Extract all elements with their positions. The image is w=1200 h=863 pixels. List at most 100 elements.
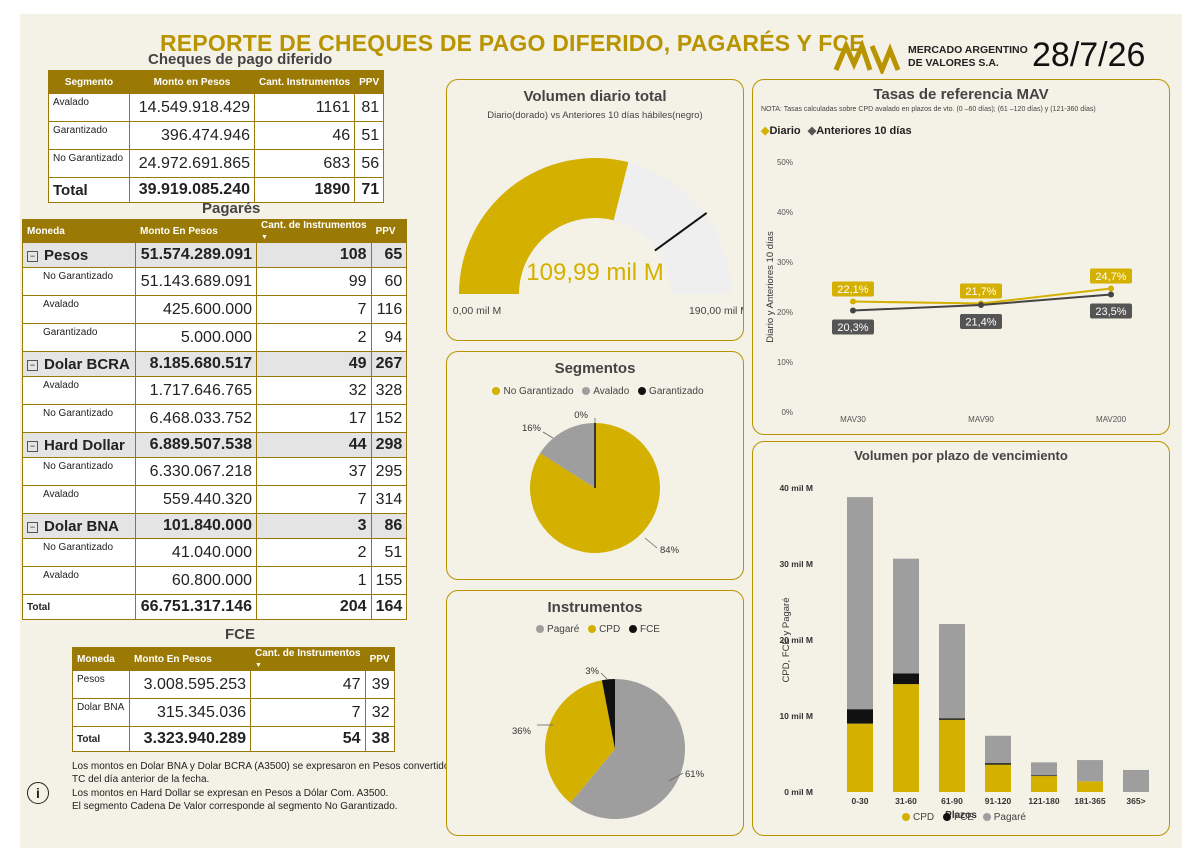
count-cell: 44 [256,432,372,458]
collapse-icon[interactable]: − [27,521,38,533]
count-cell: 108 [256,242,372,268]
count-cell: 47 [250,670,366,699]
count-cell: 99 [256,267,372,296]
table-row: Avalado 1.717.646.765 32 328 [22,376,408,405]
table-row: Garantizado 396.474.946 46 51 [48,121,385,150]
col-header: Moneda [72,647,130,671]
collapse-icon[interactable]: − [27,250,38,262]
row-label: No Garantizado [22,267,136,296]
ppv-cell: 38 [364,726,395,752]
cheques-title: Cheques de pago diferido [148,51,333,68]
x-tick-label: 365> [1126,796,1145,806]
legend-dot-icon [588,625,597,633]
data-point [850,307,856,314]
legend-dot-icon [902,813,911,821]
count-cell: 1161 [253,93,356,122]
bar-segment [1031,776,1057,792]
collapse-icon[interactable]: − [27,359,38,371]
ppv-cell: 267 [370,351,408,377]
amount-cell: 3.323.940.289 [129,726,251,752]
table-row: No Garantizado 41.040.000 2 51 [22,538,408,567]
col-header: Segmento [48,70,130,94]
group-row[interactable]: − Hard Dollar 6.889.507.538 44 298 [22,432,408,458]
col-header[interactable]: Cant. de Instrumentos ▼ [256,219,372,243]
legend-dot-icon [492,387,501,395]
count-cell: 2 [256,323,372,352]
col-header[interactable]: Cant. de Instrumentos ▼ [250,647,366,671]
report-date: 28/7/26 [1032,36,1146,74]
row-label: No Garantizado [22,404,136,433]
pie-slice [570,679,685,819]
row-label: Total [48,177,130,203]
legend-label: CPD [599,624,621,635]
fce-title: FCE [225,626,255,643]
leader-line [600,672,608,680]
segments-title: Segmentos [554,360,636,377]
amount-cell: 60.800.000 [135,566,257,595]
logo-text: MERCADO ARGENTINO DE VALORES S.A. [908,44,1028,70]
count-cell: 7 [256,295,372,324]
data-label-box [960,283,1002,299]
cheques-table: Segmento Monto en Pesos Cant. Instrument… [48,70,385,203]
legend-label: CPD [913,812,935,823]
ppv-cell: 152 [370,404,408,433]
report-title: REPORTE DE CHEQUES DE PAGO DIFERIDO, PAG… [160,30,865,56]
amount-cell: 6.468.033.752 [135,404,257,433]
row-label: Avalado [48,93,130,122]
ppv-cell: 32 [364,698,395,727]
ppv-cell: 39 [364,670,395,699]
total-row: Total 3.323.940.289 54 38 [72,726,395,752]
total-row: Total 39.919.085.240 1890 71 [48,177,385,203]
row-label: Avalado [22,376,136,405]
ppv-cell: 65 [370,242,408,268]
slice-label: 3% [585,666,599,677]
row-label: No Garantizado [22,457,136,486]
legend-label: Diario [769,125,801,137]
ppv-cell: 94 [370,323,408,352]
legend-label: Anteriores 10 días [816,125,912,137]
group-row[interactable]: − Dolar BCRA 8.185.680.517 49 267 [22,351,408,377]
gauge-target-marker [654,212,708,252]
table-row: No Garantizado 51.143.689.091 99 60 [22,267,408,296]
row-label: Garantizado [48,121,130,150]
note-line: El segmento Cadena De Valor corresponde … [72,801,398,812]
table-row: Avalado 60.800.000 1 155 [22,566,408,595]
ppv-cell: 51 [354,121,385,150]
amount-cell: 24.972.691.865 [129,149,255,178]
data-label-box [832,319,874,335]
x-tick-label: MAV200 [1096,415,1127,424]
x-tick-label: MAV90 [968,415,994,424]
group-row[interactable]: − Pesos 51.574.289.091 108 65 [22,242,408,268]
group-row[interactable]: − Dolar BNA 101.840.000 3 86 [22,513,408,539]
amount-cell: 51.143.689.091 [135,267,257,296]
y-tick-label: 30% [777,258,793,267]
maturity-title: Volumen por plazo de vencimiento [854,448,1068,463]
bar-segment [939,624,965,719]
amount-cell: 51.574.289.091 [135,242,257,268]
collapse-icon[interactable]: − [27,440,38,452]
legend-dot-icon [628,625,637,633]
amount-cell: 3.008.595.253 [129,670,251,699]
row-label: Garantizado [22,323,136,352]
col-header: PPV [370,219,408,243]
info-icon: i [27,782,49,804]
count-cell: 46 [253,121,356,150]
legend-dot-icon [582,387,591,395]
bar-segment [1031,762,1057,776]
legend-label: Pagaré [993,812,1026,823]
pagares-title: Pagarés [202,200,261,217]
col-header: Monto En Pesos [129,647,251,671]
slice-label: 84% [660,545,680,556]
y-tick-label: 0 mil M [784,787,813,797]
maturity-bar-chart: 0 mil M 10 mil M 20 mil M 30 mil M 40 mil M C… [779,483,1149,821]
amount-cell: 396.474.946 [129,121,255,150]
row-label: Avalado [22,485,136,514]
legend-label: No Garantizado [503,386,574,397]
bar-segment [985,764,1011,792]
gauge-min-label: 0,00 mil M [453,305,501,317]
table-row: No Garantizado 6.468.033.752 17 152 [22,404,408,433]
row-label: − Hard Dollar [22,432,136,458]
ppv-cell: 51 [370,538,408,567]
legend-label: Pagaré [547,624,580,635]
bar-segment [1077,781,1103,792]
